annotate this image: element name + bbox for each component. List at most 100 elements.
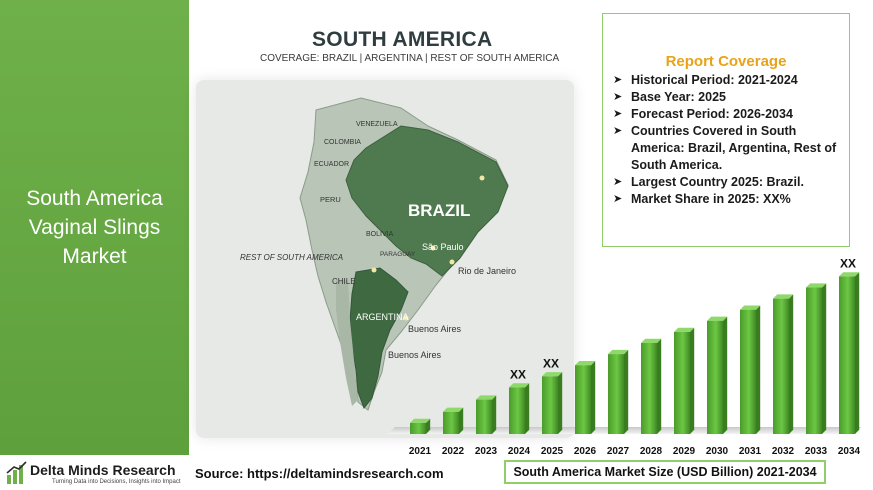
bar-side: [723, 316, 728, 434]
label-colombia: COLOMBIA: [324, 139, 361, 146]
coverage-item: ➤ Countries Covered in South America: Bra…: [613, 124, 837, 172]
label-venezuela: VENEZUELA: [356, 121, 398, 128]
label-peru: PERU: [320, 195, 341, 204]
bar-top: [608, 349, 629, 355]
coverage-list: ➤ Historical Period: 2021-2024 ➤ Base Year…: [603, 72, 849, 208]
bar-2034: [839, 276, 855, 434]
bar-side: [822, 283, 827, 434]
bar-top: [806, 283, 827, 288]
arrow-bullet-icon: ➤: [613, 176, 623, 188]
bar-top: [773, 294, 794, 299]
map-card: VENEZUELA COLOMBIA ECUADOR PERU BOLIVIA …: [196, 80, 574, 438]
coverage-item: ➤ Market Share in 2025: XX%: [613, 192, 791, 206]
label-buenos-aires-2: Buenos Aires: [388, 350, 442, 360]
bar-side: [855, 272, 860, 434]
x-tick-label: 2025: [541, 446, 564, 457]
coverage-item: ➤ Largest Country 2025: Brazil.: [613, 175, 804, 189]
x-tick-label: 2033: [805, 446, 828, 457]
chile-region: [336, 280, 358, 406]
map-title: SOUTH AMERICA: [312, 28, 493, 51]
brazil-region: [345, 125, 509, 277]
data-label: XX: [543, 356, 559, 370]
bar-top: [740, 305, 761, 310]
x-tick-label: 2031: [739, 446, 762, 457]
brand-logo: Delta Minds Research Turning Data into D…: [0, 455, 189, 490]
bar-side: [426, 418, 431, 434]
label-paraguay: PARAGUAY: [380, 251, 416, 258]
bar-top: [575, 361, 596, 366]
bar-2032: [773, 298, 789, 434]
bar-2023: [476, 399, 492, 434]
arrow-bullet-icon: ➤: [613, 91, 623, 103]
report-coverage-box: Report Coverage ➤ Historical Period: 2021…: [602, 13, 850, 247]
bar-2025: [542, 376, 558, 434]
bar-side: [492, 395, 497, 434]
x-tick-label: 2029: [673, 446, 696, 457]
bar-side: [459, 407, 464, 434]
arrow-bullet-icon: ➤: [613, 193, 623, 205]
label-rio-de-janeiro: Rio de Janeiro: [458, 266, 516, 276]
bar-top: [674, 327, 695, 332]
coverage-item: ➤ Forecast Period: 2026-2034: [613, 107, 793, 121]
label-brazil: BRAZIL: [408, 201, 470, 220]
bar-top: [707, 316, 728, 321]
x-tick-label: 2024: [508, 446, 531, 457]
x-tick-label: 2022: [442, 446, 465, 457]
bar-top: [542, 372, 563, 377]
bar-2021: [410, 422, 426, 434]
coverage-item: ➤ Historical Period: 2021-2024: [613, 73, 798, 87]
bar-side: [789, 294, 794, 434]
map-coverage: COVERAGE: BRAZIL | ARGENTINA | REST OF S…: [260, 53, 560, 64]
x-tick-label: 2034: [838, 446, 861, 457]
report-title: South America Vaginal Slings Market: [26, 187, 163, 268]
label-sao-paulo: São Paulo: [422, 242, 464, 252]
bar-2031: [740, 309, 756, 434]
chart-caption: South America Market Size (USD Billion) …: [504, 460, 826, 484]
bar-2026: [575, 365, 591, 434]
x-tick-label: 2026: [574, 446, 597, 457]
coverage-title: Report Coverage: [665, 53, 787, 70]
bar-side: [591, 361, 596, 434]
label-rest-of-south-america: REST OF SOUTH AMERICA: [240, 253, 343, 262]
bar-side: [624, 349, 629, 434]
arrow-bullet-icon: ➤: [613, 108, 623, 120]
bar-side: [657, 338, 662, 434]
bar-side: [690, 327, 695, 434]
bar-top: [476, 395, 497, 400]
bar-2028: [641, 343, 657, 434]
bar-top: [410, 418, 431, 423]
arrow-bullet-icon: ➤: [613, 125, 623, 137]
bar-side: [525, 383, 530, 434]
bar-2030: [707, 320, 723, 434]
bar-2024: [509, 387, 525, 434]
label-argentina: ARGENTINA: [356, 312, 409, 322]
south-america-map: VENEZUELA COLOMBIA ECUADOR PERU BOLIVIA …: [240, 97, 516, 411]
x-tick-label: 2023: [475, 446, 498, 457]
bar-side: [756, 305, 761, 434]
bar-chart-logo-icon: [6, 461, 27, 484]
label-buenos-aires-1: Buenos Aires: [408, 324, 462, 334]
brand-name: Delta Minds Research: [30, 462, 176, 478]
bar-2022: [443, 411, 459, 434]
source-text: Source: https://deltamindsresearch.com: [195, 466, 444, 481]
label-chile: CHILE: [332, 277, 356, 286]
bar-top: [509, 383, 530, 388]
label-bolivia: BOLIVIA: [366, 231, 394, 238]
title-panel: South America Vaginal Slings Market: [0, 0, 189, 455]
arrow-bullet-icon: ➤: [613, 74, 623, 86]
label-ecuador: ECUADOR: [314, 161, 349, 168]
brand-tagline: Turning Data into Decisions, Insights in…: [52, 479, 181, 485]
bar-top: [839, 272, 860, 277]
bar-top: [443, 407, 464, 412]
bar-side: [558, 372, 563, 434]
bar-2033: [806, 287, 822, 434]
x-tick-label: 2032: [772, 446, 795, 457]
bar-top: [641, 338, 662, 344]
data-label: XX: [840, 256, 856, 270]
coverage-item: ➤ Base Year: 2025: [613, 90, 726, 104]
bar-2027: [608, 354, 624, 434]
x-tick-label: 2021: [409, 446, 432, 457]
data-label: XX: [510, 367, 526, 381]
bar-2029: [674, 331, 690, 434]
